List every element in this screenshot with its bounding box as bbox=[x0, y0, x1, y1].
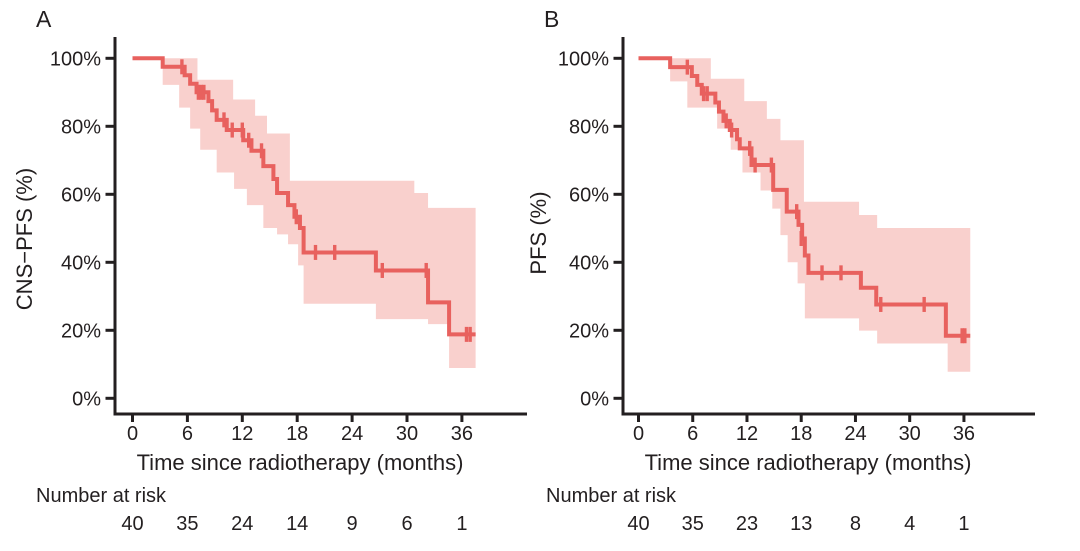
risk-count: 8 bbox=[850, 513, 861, 535]
x-tick-label: 6 bbox=[687, 423, 698, 445]
y-tick-label: 20% bbox=[569, 320, 609, 342]
x-tick-label: 24 bbox=[844, 423, 866, 445]
x-tick-label: 0 bbox=[633, 423, 644, 445]
panel-b-risk-table-header: Number at risk bbox=[546, 485, 677, 507]
x-tick-label: 6 bbox=[182, 423, 193, 445]
x-tick-label: 0 bbox=[127, 423, 138, 445]
y-tick-label: 60% bbox=[569, 184, 609, 206]
panel-a-risk-table-header: Number at risk bbox=[36, 485, 167, 507]
y-tick-label: 100% bbox=[558, 48, 609, 70]
panel-a-x-axis-title: Time since radiotherapy (months) bbox=[136, 450, 464, 475]
risk-count: 9 bbox=[347, 513, 358, 535]
x-tick-label: 30 bbox=[899, 423, 921, 445]
panel-b-x-axis-title: Time since radiotherapy (months) bbox=[644, 450, 972, 475]
risk-count: 14 bbox=[286, 513, 308, 535]
x-tick-label: 36 bbox=[451, 423, 473, 445]
x-tick-label: 12 bbox=[231, 423, 253, 445]
risk-count: 1 bbox=[958, 513, 969, 535]
risk-count: 6 bbox=[401, 513, 412, 535]
y-tick-label: 20% bbox=[61, 320, 101, 342]
risk-count: 24 bbox=[231, 513, 253, 535]
y-tick-label: 40% bbox=[569, 252, 609, 274]
risk-count: 40 bbox=[121, 513, 143, 535]
x-tick-label: 30 bbox=[396, 423, 418, 445]
y-tick-label: 40% bbox=[61, 252, 101, 274]
x-tick-label: 24 bbox=[341, 423, 363, 445]
y-tick-label: 0% bbox=[580, 388, 609, 410]
risk-count: 35 bbox=[682, 513, 704, 535]
y-tick-label: 80% bbox=[61, 116, 101, 138]
risk-count: 4 bbox=[904, 513, 915, 535]
x-tick-label: 18 bbox=[790, 423, 812, 445]
x-tick-label: 12 bbox=[736, 423, 758, 445]
panel-b-y-axis-title: PFS (%) bbox=[526, 191, 551, 275]
survival-curve bbox=[638, 56, 971, 338]
y-tick-label: 100% bbox=[50, 48, 101, 70]
confidence-band bbox=[162, 58, 476, 369]
risk-count: 13 bbox=[790, 513, 812, 535]
risk-count: 40 bbox=[627, 513, 649, 535]
x-tick-label: 18 bbox=[286, 423, 308, 445]
panel-a-label: A bbox=[36, 6, 52, 32]
x-tick-label: 36 bbox=[953, 423, 975, 445]
panel-b-label: B bbox=[544, 6, 560, 32]
y-tick-label: 0% bbox=[72, 388, 101, 410]
km-panel-b: 0% 20% 40% 60% 80% 100% 0 6 12 18 24 30 36 40 35 23 13 8 4… bbox=[558, 37, 1035, 535]
risk-count: 1 bbox=[456, 513, 467, 535]
risk-count: 35 bbox=[176, 513, 198, 535]
km-panel-a: 0% 20% 40% 60% 80% 100% 0 6 12 18 24 30 36 40 35 24 14 9 6… bbox=[50, 37, 527, 535]
confidence-band bbox=[670, 58, 971, 372]
panel-a-y-axis-title: CNS−PFS (%) bbox=[12, 167, 37, 311]
y-tick-label: 60% bbox=[61, 184, 101, 206]
risk-count: 23 bbox=[736, 513, 758, 535]
y-tick-label: 80% bbox=[569, 116, 609, 138]
